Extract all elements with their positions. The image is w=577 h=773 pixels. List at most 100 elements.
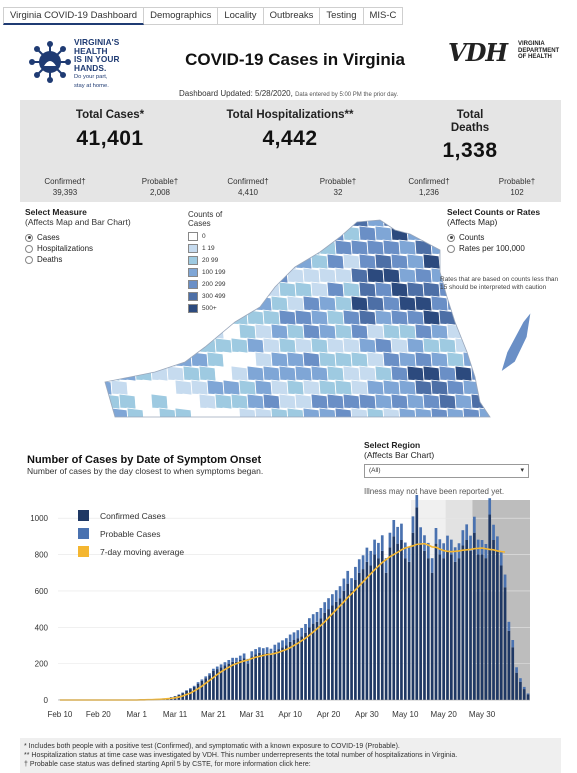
county-shape[interactable]	[158, 295, 177, 312]
county-shape[interactable]	[182, 253, 201, 270]
county-shape[interactable]	[310, 337, 329, 354]
county-shape[interactable]	[95, 323, 113, 340]
county-shape[interactable]	[478, 351, 496, 368]
county-shape[interactable]	[270, 379, 289, 396]
county-shape[interactable]	[182, 309, 201, 326]
county-shape[interactable]	[238, 212, 257, 228]
county-shape[interactable]	[398, 407, 417, 423]
county-shape[interactable]	[486, 253, 504, 270]
county-shape[interactable]	[110, 267, 129, 284]
county-shape[interactable]	[302, 323, 321, 340]
county-shape[interactable]	[222, 239, 241, 256]
county-shape[interactable]	[158, 323, 177, 340]
county-shape[interactable]	[398, 239, 417, 256]
county-shape[interactable]	[358, 281, 377, 298]
county-shape[interactable]	[366, 295, 385, 312]
county-shape[interactable]	[166, 309, 185, 326]
county-shape[interactable]	[390, 309, 409, 326]
county-shape[interactable]	[126, 323, 145, 340]
county-shape[interactable]	[326, 281, 345, 298]
county-shape[interactable]	[406, 365, 425, 382]
county-shape[interactable]	[166, 365, 185, 382]
county-shape[interactable]	[382, 212, 401, 228]
county-shape[interactable]	[118, 393, 137, 410]
county-shape[interactable]	[326, 393, 345, 410]
county-shape[interactable]	[390, 337, 409, 354]
county-shape[interactable]	[262, 337, 281, 354]
county-shape[interactable]	[318, 379, 337, 396]
county-shape[interactable]	[438, 253, 457, 270]
county-shape[interactable]	[278, 365, 297, 382]
county-shape[interactable]	[366, 212, 385, 228]
county-shape[interactable]	[366, 267, 385, 284]
county-shape[interactable]	[246, 365, 265, 382]
county-shape[interactable]	[286, 295, 305, 312]
county-shape[interactable]	[95, 351, 113, 368]
county-shape[interactable]	[206, 267, 225, 284]
county-shape[interactable]	[294, 309, 313, 326]
county-shape[interactable]	[246, 253, 265, 270]
county-shape[interactable]	[246, 225, 265, 242]
county-shape[interactable]	[318, 295, 337, 312]
county-shape[interactable]	[342, 393, 361, 410]
county-shape[interactable]	[190, 407, 209, 423]
tab-outbreaks[interactable]: Outbreaks	[263, 7, 321, 25]
county-shape[interactable]	[150, 393, 169, 410]
county-shape[interactable]	[118, 225, 137, 242]
county-shape[interactable]	[342, 309, 361, 326]
county-shape[interactable]	[222, 379, 241, 396]
county-shape[interactable]	[95, 295, 113, 312]
county-shape[interactable]	[238, 323, 257, 340]
county-shape[interactable]	[126, 351, 145, 368]
county-shape[interactable]	[318, 212, 337, 228]
county-shape[interactable]	[206, 323, 225, 340]
county-shape[interactable]	[206, 295, 225, 312]
county-shape[interactable]	[302, 351, 321, 368]
county-shape[interactable]	[294, 393, 313, 410]
county-shape[interactable]	[326, 337, 345, 354]
county-shape[interactable]	[158, 267, 177, 284]
county-shape[interactable]	[206, 212, 225, 228]
radio-rates[interactable]: Rates per 100,000	[447, 244, 540, 253]
county-shape[interactable]	[262, 225, 281, 242]
county-shape[interactable]	[478, 379, 496, 396]
county-shape[interactable]	[190, 323, 209, 340]
county-shape[interactable]	[350, 323, 369, 340]
county-shape[interactable]	[238, 379, 257, 396]
county-shape[interactable]	[126, 212, 145, 228]
tab-demographics[interactable]: Demographics	[144, 7, 219, 25]
county-shape[interactable]	[158, 239, 177, 256]
county-shape[interactable]	[95, 239, 113, 256]
county-shape[interactable]	[190, 351, 209, 368]
county-shape[interactable]	[286, 351, 305, 368]
county-shape[interactable]	[374, 393, 393, 410]
county-shape[interactable]	[350, 267, 369, 284]
county-shape[interactable]	[174, 379, 193, 396]
county-shape[interactable]	[294, 281, 313, 298]
tab-locality[interactable]: Locality	[218, 7, 264, 25]
county-shape[interactable]	[150, 225, 169, 242]
county-shape[interactable]	[358, 225, 377, 242]
county-shape[interactable]	[342, 253, 361, 270]
county-shape[interactable]	[134, 253, 153, 270]
county-shape[interactable]	[446, 295, 465, 312]
county-shape[interactable]	[414, 379, 433, 396]
county-shape[interactable]	[182, 365, 201, 382]
county-shape[interactable]	[254, 267, 273, 284]
county-shape[interactable]	[198, 365, 217, 382]
county-shape[interactable]	[334, 379, 353, 396]
county-shape[interactable]	[382, 323, 401, 340]
county-shape[interactable]	[414, 407, 433, 423]
county-shape[interactable]	[414, 323, 433, 340]
county-shape[interactable]	[246, 393, 265, 410]
county-shape[interactable]	[150, 337, 169, 354]
county-shape[interactable]	[422, 393, 441, 410]
county-shape[interactable]	[438, 337, 457, 354]
county-shape[interactable]	[294, 365, 313, 382]
county-shape[interactable]	[382, 295, 401, 312]
county-shape[interactable]	[222, 295, 241, 312]
county-shape[interactable]	[398, 351, 417, 368]
county-shape[interactable]	[198, 309, 217, 326]
county-shape[interactable]	[150, 253, 169, 270]
county-shape[interactable]	[142, 407, 161, 423]
